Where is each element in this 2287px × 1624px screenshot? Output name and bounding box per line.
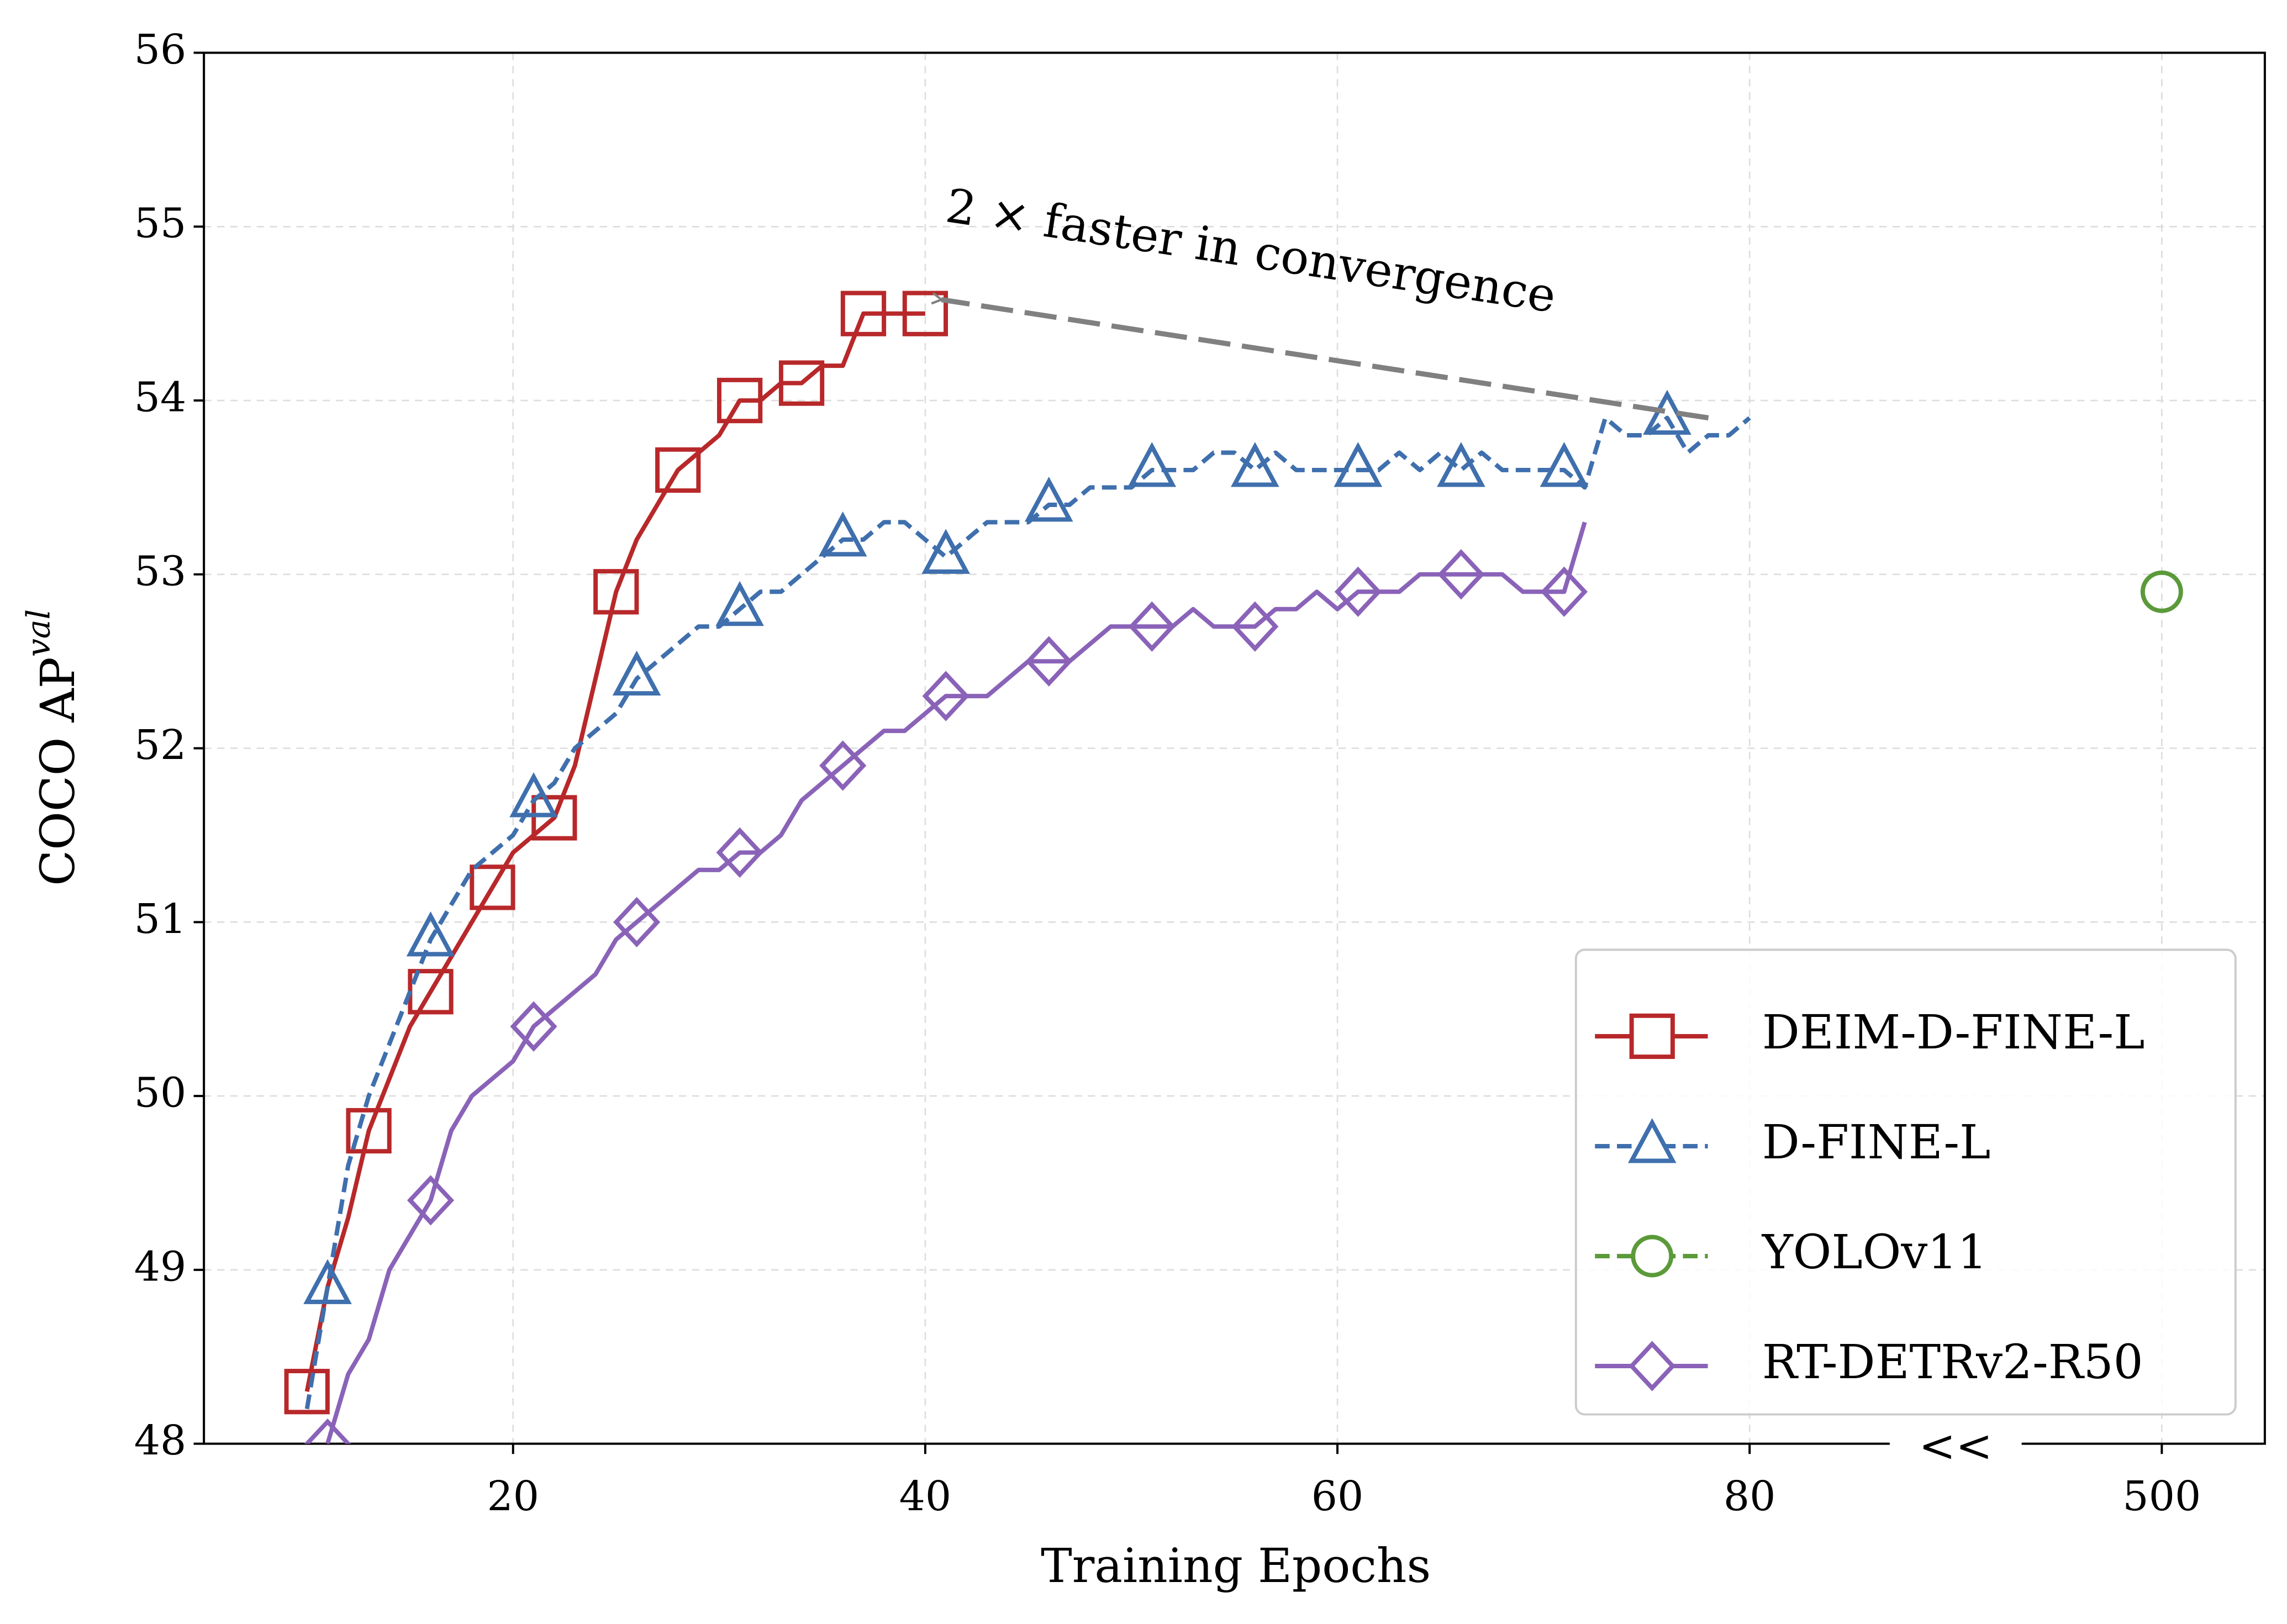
marker-triangle (612, 650, 661, 696)
series-line (304, 415, 1751, 1410)
axis-break-label: << (1919, 1420, 1993, 1472)
y-tick-label: 48 (134, 1416, 187, 1464)
marker-diamond (407, 1175, 455, 1226)
legend: DEIM-D-FINE-L D-FINE-L YOLOv11 RT-DETRv2-R5… (1574, 948, 2237, 1416)
marker-diamond (1629, 1341, 1676, 1391)
marker-square (284, 1369, 330, 1415)
marker-square (717, 377, 763, 424)
marker-square (531, 795, 577, 841)
marker-square (470, 864, 515, 910)
annotation-arrow (931, 292, 1709, 421)
marker-diamond (613, 897, 661, 947)
marker-square (840, 291, 887, 336)
marker-triangle (1231, 442, 1279, 487)
y-axis-label-main: COCO AP (31, 657, 86, 886)
x-axis-label: Training Epochs (1041, 1539, 1431, 1594)
marker-diamond (1231, 601, 1279, 652)
marker-triangle (1334, 442, 1383, 487)
legend-label: DEIM-D-FINE-L (1762, 1005, 2145, 1060)
marker-triangle (1024, 477, 1073, 522)
y-tick-label: 50 (134, 1069, 187, 1117)
y-tick-label: 52 (134, 721, 187, 769)
marker-triangle (1437, 442, 1485, 487)
plot-frame (203, 51, 2266, 1445)
marker-square (593, 569, 639, 615)
marker-square (1629, 1013, 1675, 1059)
x-tick-label: 20 (487, 1472, 539, 1520)
x-tick-label: 80 (1724, 1472, 1776, 1520)
legend-label: YOLOv11 (1762, 1225, 1988, 1280)
x-tick-label: 60 (1311, 1472, 1364, 1520)
marker-triangle (715, 581, 764, 626)
plot-area (284, 291, 2183, 1444)
marker-triangle (921, 529, 971, 574)
marker-square (902, 291, 948, 336)
marker-square (778, 360, 825, 406)
marker-triangle (509, 772, 558, 818)
marker-triangle (303, 1259, 352, 1304)
marker-triangle (1540, 442, 1589, 487)
marker-diamond (1540, 566, 1588, 617)
marker-square (346, 1108, 392, 1154)
marker-circle (1631, 1235, 1674, 1278)
marker-triangle (1127, 442, 1177, 487)
marker-triangle (406, 911, 455, 957)
x-tick-label: 500 (2122, 1472, 2201, 1520)
axis-break-gap (1889, 1435, 2022, 1453)
marker-diamond (819, 740, 867, 791)
marker-diamond (304, 1418, 351, 1444)
marker-triangle (1627, 1118, 1677, 1163)
y-tick-label: 56 (134, 25, 187, 73)
marker-circle (2140, 570, 2183, 613)
series-line (325, 521, 1587, 1444)
marker-diamond (922, 671, 969, 721)
legend-label: D-FINE-L (1762, 1115, 1991, 1170)
marker-diamond (1128, 601, 1176, 652)
marker-triangle (818, 512, 867, 557)
y-tick-label: 51 (134, 895, 187, 943)
y-tick-label: 55 (134, 199, 187, 247)
y-tick-label: 49 (134, 1242, 187, 1290)
legend-box (1574, 948, 2237, 1416)
marker-diamond (716, 827, 763, 878)
marker-diamond (1025, 636, 1073, 687)
marker-square (655, 447, 701, 493)
marker-diamond (1334, 566, 1382, 617)
y-tick-label: 54 (134, 373, 187, 421)
marker-diamond (510, 1001, 557, 1052)
y-tick-label: 53 (134, 547, 187, 595)
legend-label: RT-DETRv2-R50 (1762, 1335, 2143, 1390)
y-axis-label: COCO APval (20, 609, 86, 886)
x-tick-label: 40 (899, 1472, 952, 1520)
marker-diamond (1437, 549, 1485, 600)
y-axis-label-sup: val (20, 609, 57, 657)
